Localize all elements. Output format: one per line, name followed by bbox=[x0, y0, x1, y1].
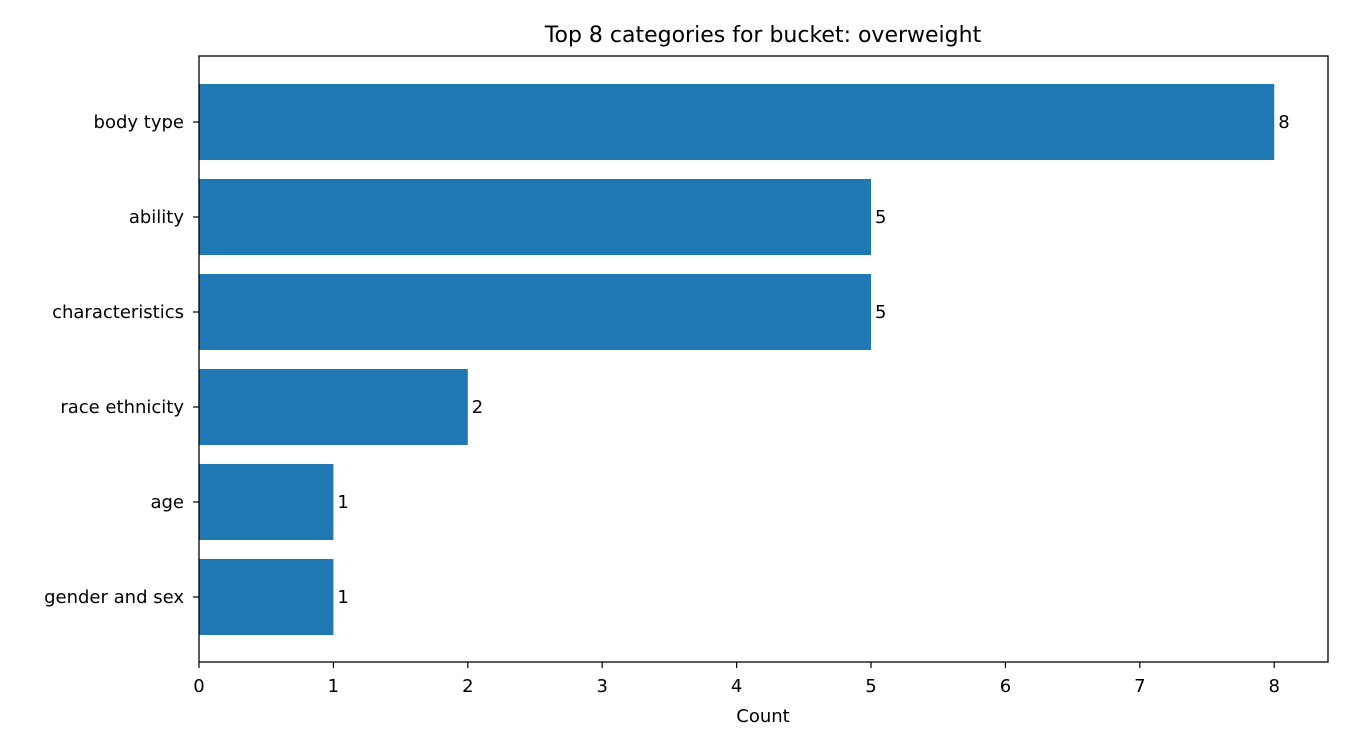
y-tick-label: age bbox=[150, 492, 184, 513]
x-tick-label: 4 bbox=[731, 676, 742, 697]
bar-value-label: 1 bbox=[337, 587, 348, 608]
x-tick-label: 6 bbox=[1000, 676, 1011, 697]
plot-frame bbox=[198, 55, 1329, 663]
chart-title: Top 8 categories for bucket: overweight bbox=[544, 23, 982, 48]
bar-value-label: 5 bbox=[875, 207, 886, 228]
y-tick-label: gender and sex bbox=[44, 587, 184, 608]
x-axis-label: Count bbox=[736, 706, 789, 727]
y-tick-label: characteristics bbox=[52, 302, 184, 323]
x-tick-label: 5 bbox=[865, 676, 876, 697]
x-tick-label: 7 bbox=[1134, 676, 1145, 697]
y-tick-label: race ethnicity bbox=[60, 397, 184, 418]
y-tick-label: ability bbox=[129, 207, 185, 228]
y-tick-label: body type bbox=[94, 112, 184, 133]
bar bbox=[199, 274, 872, 350]
x-tick-label: 8 bbox=[1269, 676, 1280, 697]
data-labels-group: 8 5 5 2 1 1 bbox=[337, 112, 1289, 608]
bar-value-label: 2 bbox=[472, 397, 483, 418]
bar-value-label: 8 bbox=[1278, 112, 1289, 133]
bar bbox=[199, 464, 334, 540]
bar-value-label: 1 bbox=[337, 492, 348, 513]
x-axis: 0 1 2 3 4 5 6 7 8 bbox=[193, 662, 1280, 697]
bar bbox=[199, 559, 334, 635]
x-tick-label: 0 bbox=[193, 676, 204, 697]
bar bbox=[199, 369, 468, 445]
x-tick-label: 2 bbox=[462, 676, 473, 697]
y-axis: body type ability characteristics race ethn… bbox=[44, 112, 199, 608]
bar bbox=[199, 84, 1275, 160]
x-tick-label: 3 bbox=[596, 676, 607, 697]
bars-group bbox=[199, 84, 1275, 635]
x-tick-label: 1 bbox=[328, 676, 339, 697]
bar bbox=[199, 179, 872, 255]
bar-value-label: 5 bbox=[875, 302, 886, 323]
